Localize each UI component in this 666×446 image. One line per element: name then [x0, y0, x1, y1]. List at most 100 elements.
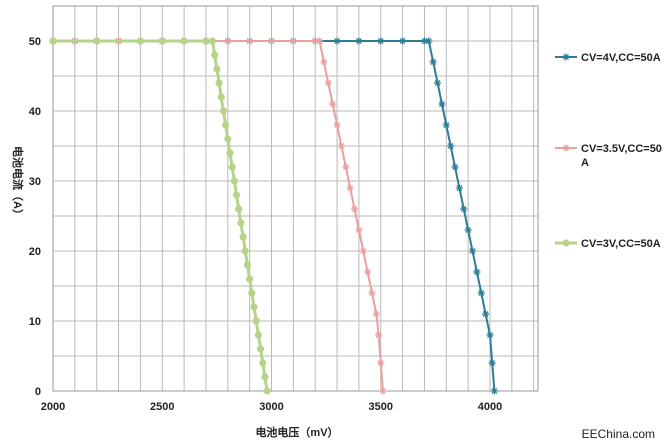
- data-point: [377, 37, 385, 45]
- data-point: [259, 359, 267, 367]
- data-point: [337, 142, 346, 150]
- data-point: [224, 37, 232, 45]
- data-point: [224, 135, 232, 143]
- watermark: EEChina.com: [582, 427, 655, 441]
- data-point: [202, 37, 210, 45]
- legend: CV=4V,CC=50A CV=3.5V,CC=50 A CV=3V,CC=50A: [555, 52, 662, 250]
- data-point: [219, 107, 228, 115]
- data-point: [433, 79, 442, 87]
- data-point: [248, 289, 256, 297]
- data-point: [136, 37, 144, 45]
- data-point: [372, 310, 380, 318]
- data-point: [355, 37, 363, 45]
- data-point: [368, 289, 376, 297]
- y-tick-label: 30: [29, 176, 41, 188]
- data-point: [425, 37, 433, 45]
- series-layer: [49, 37, 498, 395]
- grid-lines: [52, 5, 538, 392]
- legend-label: CV=3V,CC=50A: [581, 238, 661, 250]
- legend-marker: [562, 239, 570, 247]
- data-point: [237, 219, 245, 227]
- data-point: [438, 100, 446, 108]
- data-point: [315, 37, 324, 45]
- data-point: [243, 261, 252, 269]
- y-tick-label: 40: [29, 106, 41, 118]
- data-point: [350, 205, 359, 213]
- data-point: [250, 303, 258, 311]
- legend-label-continued: A: [581, 157, 589, 169]
- data-point: [442, 121, 450, 129]
- data-point: [342, 163, 350, 171]
- legend-label: CV=3.5V,CC=50: [581, 143, 662, 155]
- y-tick-label: 20: [29, 246, 41, 258]
- x-tick-label: 2500: [150, 401, 174, 413]
- plot-frame: [52, 5, 539, 392]
- data-point: [451, 163, 459, 171]
- data-point: [374, 331, 383, 339]
- data-point: [429, 58, 437, 66]
- data-point: [333, 121, 341, 129]
- data-point: [213, 65, 221, 73]
- legend-item-2: CV=3.5V,CC=50 A: [555, 143, 662, 169]
- data-point: [211, 51, 219, 59]
- legend-item-1: CV=4V,CC=50A: [555, 52, 661, 64]
- x-tick-label: 3000: [259, 401, 283, 413]
- data-point: [254, 331, 262, 339]
- data-point: [93, 37, 101, 45]
- data-point: [158, 37, 166, 45]
- data-point: [252, 317, 260, 325]
- data-point: [324, 79, 332, 87]
- y-axis-title: 电池电流（A）: [11, 146, 25, 220]
- x-tick-label: 4000: [478, 401, 502, 413]
- y-tick-label: 0: [35, 386, 41, 398]
- data-point: [208, 37, 217, 45]
- data-point: [377, 359, 385, 367]
- data-point: [364, 268, 372, 276]
- data-point: [379, 387, 387, 395]
- data-point: [239, 233, 247, 241]
- data-point: [359, 247, 367, 255]
- data-point: [261, 373, 269, 381]
- data-point: [468, 247, 477, 255]
- data-point: [488, 359, 496, 367]
- data-point: [473, 268, 481, 276]
- x-tick-label: 3500: [369, 401, 393, 413]
- legend-marker: [562, 53, 570, 61]
- data-point: [217, 93, 225, 101]
- data-point: [232, 191, 241, 199]
- data-point: [464, 226, 472, 234]
- legend-item-3: CV=3V,CC=50A: [555, 238, 661, 250]
- data-point: [230, 177, 238, 185]
- data-point: [346, 184, 354, 192]
- series-3: [49, 37, 271, 395]
- data-point: [267, 37, 276, 45]
- x-tick-label: 2000: [41, 401, 65, 413]
- x-axis-title: 电池电压（mV）: [255, 425, 338, 439]
- data-point: [180, 37, 188, 45]
- data-point: [320, 58, 328, 66]
- data-point: [399, 37, 407, 45]
- y-tick-label: 50: [29, 36, 41, 48]
- data-point: [482, 310, 490, 318]
- legend-label: CV=4V,CC=50A: [581, 52, 661, 64]
- data-point: [49, 37, 57, 45]
- data-point: [246, 275, 254, 283]
- y-tick-label: 10: [29, 316, 41, 328]
- data-point: [333, 37, 341, 45]
- data-point: [246, 37, 254, 45]
- data-point: [226, 149, 234, 157]
- data-point: [289, 37, 297, 45]
- legend-marker: [562, 144, 570, 152]
- data-point: [222, 121, 230, 129]
- data-point: [355, 226, 363, 234]
- data-point: [477, 289, 485, 297]
- data-point: [241, 247, 249, 255]
- data-point: [460, 205, 468, 213]
- data-point: [263, 387, 271, 395]
- data-point: [215, 79, 223, 87]
- axes: [52, 5, 539, 392]
- data-point: [228, 163, 236, 171]
- data-point: [447, 142, 455, 150]
- data-point: [455, 184, 464, 192]
